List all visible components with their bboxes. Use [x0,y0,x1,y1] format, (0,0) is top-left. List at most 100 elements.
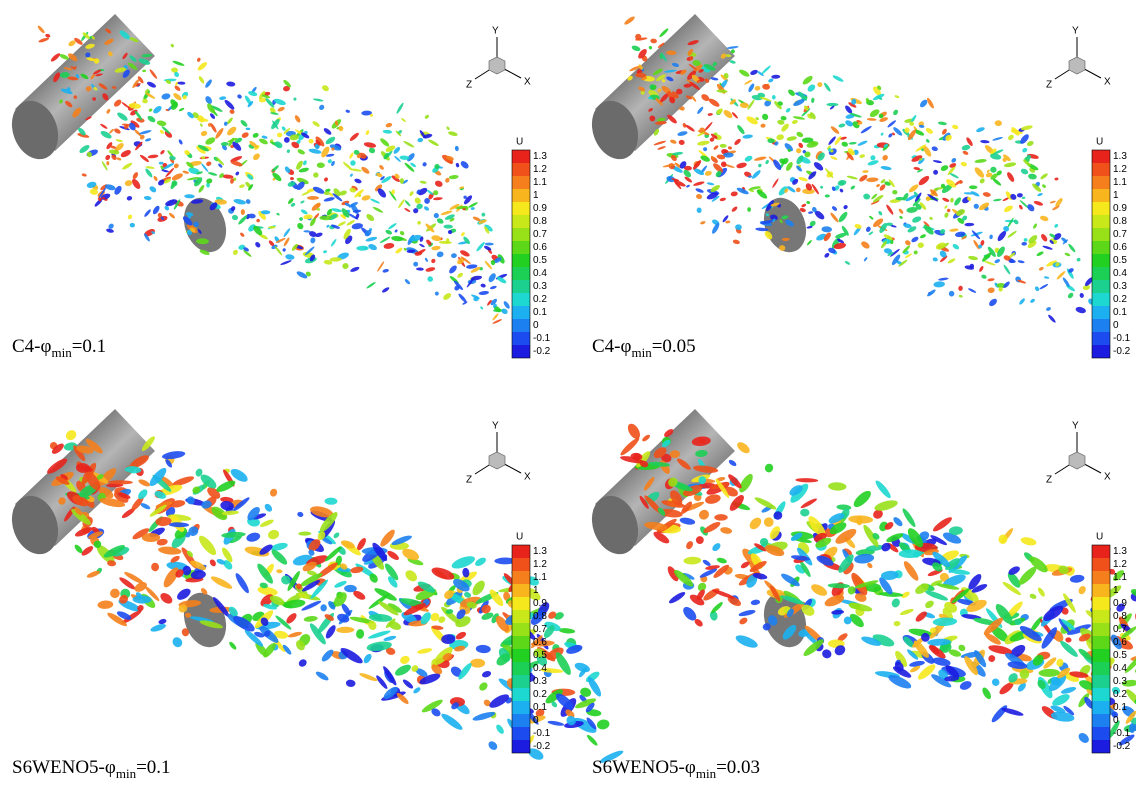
vortex [955,231,966,238]
vortex [848,102,857,108]
vortex [764,545,785,557]
vortex [711,602,723,614]
vortex [228,606,238,617]
vortex [901,591,910,598]
vortex [915,583,929,594]
vortex [879,184,886,191]
vortex [1067,292,1074,299]
vortex [697,582,707,592]
vortex [368,147,376,154]
vortex [482,670,492,678]
vortex [85,471,101,491]
vortex [892,132,895,136]
vortex [779,219,783,224]
vortex [149,69,158,79]
vortex [368,613,393,622]
vortex [697,140,710,146]
vortex [118,492,131,499]
vortex [197,229,202,234]
vortex [340,214,347,220]
vortex [184,612,192,618]
vortex [898,208,904,214]
vortex [349,173,353,177]
vortex [679,161,687,169]
vortex [413,208,419,214]
vortex [661,439,671,448]
vortex [268,225,276,229]
vortex [796,165,802,172]
colorbar-label: -0.1 [533,728,551,739]
vortex [248,184,254,191]
vortex [73,445,86,462]
vortex [949,173,959,179]
vortex [1011,127,1020,136]
vortex [739,617,748,625]
vortex [762,83,770,90]
vortex [925,196,931,202]
vortex [174,71,179,78]
vortex [854,580,879,589]
vortex [142,69,147,73]
vortex [466,264,478,269]
vortex [666,50,677,56]
vortex [832,75,844,82]
vortex [958,294,963,298]
vortex [419,673,441,685]
vortex [879,117,888,122]
vortex [790,532,803,541]
vortex [76,445,94,454]
vortex [787,186,796,193]
vortex [631,45,641,52]
vortex [867,160,879,166]
vortex [942,197,950,202]
vortex [907,226,917,233]
vortex [258,210,267,220]
vortex [693,465,719,473]
vortex [221,547,233,563]
vortex [676,458,691,470]
colorbar-label: 0 [1113,715,1119,726]
vortex [300,209,308,215]
vortex [129,455,149,469]
vortex [754,85,761,91]
vortex [122,162,133,170]
colorbar-band [512,254,530,267]
vortex [104,184,116,191]
colorbar-band [512,241,530,254]
vortex [383,152,389,160]
vortex [792,116,805,120]
vortex [756,189,768,199]
vortex [137,604,144,612]
vortex [450,666,462,677]
vortex [535,708,545,717]
axis-label: Y [492,26,499,37]
vortex [91,36,95,40]
vortex [312,98,324,102]
vortex [596,719,610,730]
vortex [911,236,919,243]
vortex [838,211,848,223]
vortex [445,609,454,614]
vortex [1130,655,1136,661]
vortex [422,162,427,167]
vortex [132,79,140,89]
vortex [411,665,419,672]
vortex [817,82,823,87]
vortex [703,522,721,533]
vortex [1008,134,1014,141]
vortex [157,212,163,218]
vortex [566,715,576,726]
vortex [269,488,278,497]
vortex [565,709,575,718]
vortex [683,83,692,88]
vortex [766,200,774,212]
vortex [326,224,330,228]
vortex [416,203,423,210]
vortex [737,442,750,454]
vortex [854,593,867,602]
vortex [350,266,360,272]
vortex [990,148,997,156]
vortex [1043,605,1064,621]
vortex [904,127,910,133]
vortex [585,702,595,713]
